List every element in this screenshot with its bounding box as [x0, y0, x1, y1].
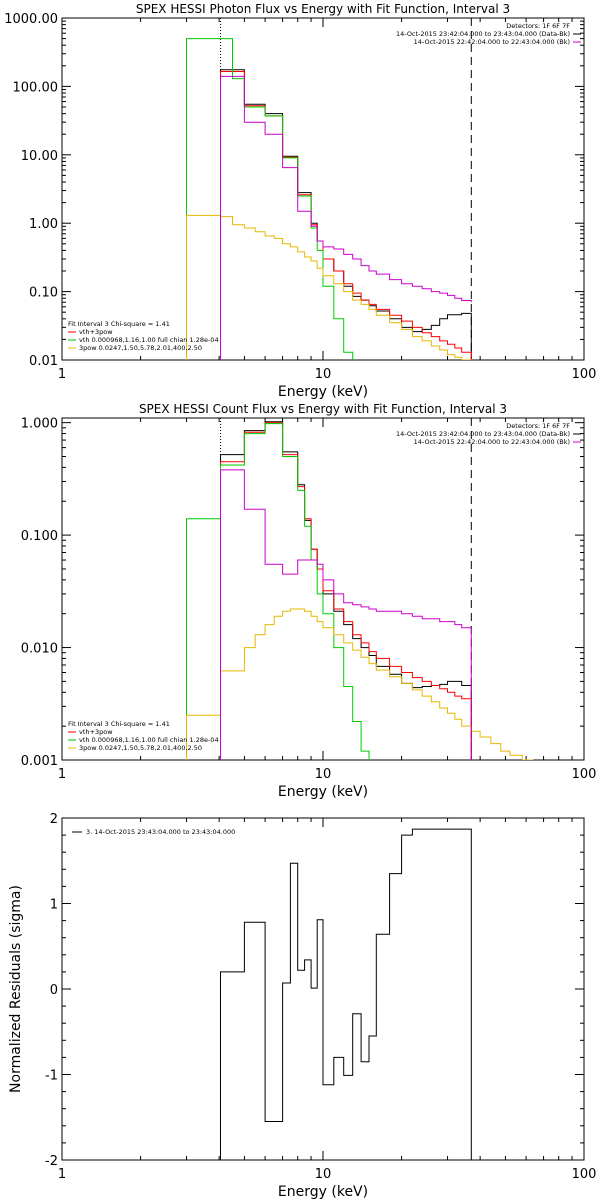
series-group	[220, 828, 472, 1160]
y-tick-label: -1	[45, 1069, 58, 1084]
y-tick-label: 0.100	[21, 529, 58, 544]
x-tick-label: 1	[58, 1167, 66, 1182]
info-line: 14-Oct-2015 23:42:04.000 to 23:43:04.000…	[396, 30, 570, 38]
series-power-law	[186, 214, 492, 360]
x-axis-label: Energy (keV)	[278, 784, 368, 800]
series-thermal	[186, 38, 362, 360]
series-background	[220, 75, 472, 360]
legend-label: vth 0.000968,1.16,1.00 full chian 1.28e-…	[79, 336, 219, 344]
info-line: 14-Oct-2015 22:42:04.000 to 22:43:04.000…	[414, 38, 570, 46]
legend-label: vth 0.000968,1.16,1.00 full chian 1.28e-…	[79, 736, 219, 744]
y-tick-label: 2	[50, 812, 58, 827]
x-axis-label: Energy (keV)	[278, 384, 368, 400]
y-tick-label: 0.10	[29, 286, 58, 301]
y-tick-label: 0.010	[21, 642, 58, 657]
series-residuals	[220, 828, 472, 1160]
legend-title: Fit Interval 3 Chi-square = 1.41	[68, 720, 170, 728]
y-tick-label: 0.001	[21, 754, 58, 769]
legend-label: 3pow 0.0247,1.50,5.78,2.01,400,2.50	[79, 344, 202, 352]
y-tick-label: 1000.00	[4, 12, 58, 27]
info-line: Detectors: 1F 6F 7F	[506, 22, 570, 30]
x-tick-label: 10	[315, 1167, 332, 1182]
series-data	[220, 421, 472, 760]
y-axis-label: Normalized Residuals (sigma)	[8, 885, 24, 1093]
info-line: Detectors: 1F 6F 7F	[506, 422, 570, 430]
legend-label: vth+3pow	[79, 728, 113, 736]
y-tick-label: 0	[50, 983, 58, 998]
info-line: 14-Oct-2015 23:42:04.000 to 23:43:04.000…	[396, 430, 570, 438]
series-thermal	[186, 423, 370, 760]
x-tick-label: 100	[572, 767, 597, 782]
chart-title: SPEX HESSI Photon Flux vs Energy with Fi…	[136, 2, 510, 16]
y-tick-label: 10.00	[21, 149, 58, 164]
info-line: 14-Oct-2015 22:42:04.000 to 22:43:04.000…	[414, 438, 570, 446]
chart-title: SPEX HESSI Count Flux vs Energy with Fit…	[139, 402, 507, 416]
series-group	[186, 421, 534, 760]
photon-flux-panel: SPEX HESSI Photon Flux vs Energy with Fi…	[4, 2, 596, 400]
x-tick-label: 1	[58, 367, 66, 382]
series-fit	[220, 422, 472, 760]
legend-label: vth+3pow	[79, 328, 113, 336]
legend-label: 3pow 0.0247,1.50,5.78,2.01,400,2.50	[79, 744, 202, 752]
y-tick-label: 1.000	[21, 417, 58, 432]
x-tick-label: 1	[58, 767, 66, 782]
legend-label: 3. 14-Oct-2015 23:43:04.000 to 23:43:04.…	[86, 828, 235, 836]
x-tick-label: 10	[315, 767, 332, 782]
x-tick-label: 100	[572, 1167, 597, 1182]
series-power-law	[186, 608, 534, 760]
y-tick-label: 1	[50, 898, 58, 913]
y-tick-label: 100.00	[13, 80, 59, 95]
series-background	[220, 469, 472, 760]
x-tick-label: 10	[315, 367, 332, 382]
y-tick-label: 0.01	[29, 354, 58, 369]
residuals-panel: 1 10 100 -2 -1 0 1 2 Energy (keV) Normalized Resi…	[8, 812, 596, 1200]
series-data	[220, 69, 472, 360]
y-tick-label: -2	[45, 1154, 58, 1169]
count-flux-panel: SPEX HESSI Count Flux vs Energy with Fit…	[21, 402, 597, 800]
x-axis-label: Energy (keV)	[278, 1184, 368, 1200]
plot-frame	[61, 17, 585, 361]
series-fit	[220, 71, 472, 360]
x-tick-label: 100	[572, 367, 597, 382]
series-group	[186, 38, 492, 360]
y-tick-label: 1.00	[29, 217, 58, 232]
legend-title: Fit Interval 3 Chi-square = 1.41	[68, 320, 170, 328]
